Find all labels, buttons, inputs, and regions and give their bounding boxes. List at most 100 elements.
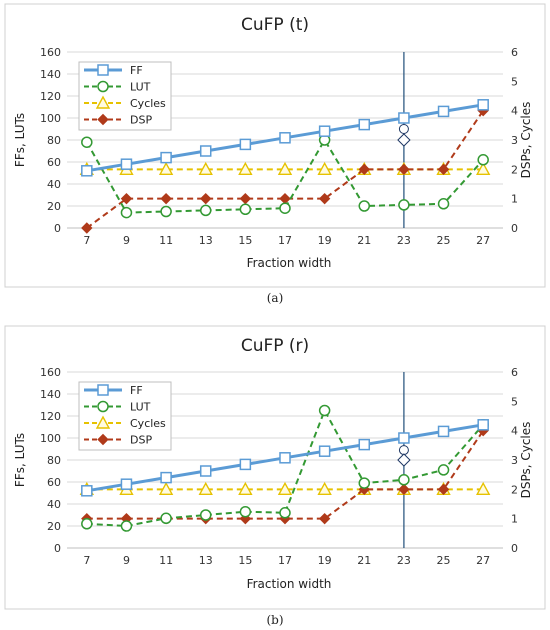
panel-sublabel: (a) bbox=[267, 291, 284, 305]
y-left-tick-label: 140 bbox=[40, 388, 61, 401]
data-point-dsp bbox=[160, 192, 172, 205]
data-point-cycles bbox=[317, 481, 332, 496]
series-lut bbox=[81, 404, 489, 532]
data-point-ff bbox=[279, 452, 291, 464]
y-left-tick-label: 140 bbox=[40, 68, 61, 81]
data-point-lut bbox=[398, 199, 410, 211]
series-line-dsp bbox=[86, 110, 485, 229]
legend-item-ff: FF bbox=[84, 64, 143, 77]
legend-swatch-marker bbox=[97, 433, 109, 446]
legend-swatch-marker bbox=[97, 80, 109, 93]
data-point-ff bbox=[81, 485, 93, 497]
data-point-cycles bbox=[317, 161, 332, 176]
series-layer bbox=[79, 99, 491, 234]
x-tick-label: 25 bbox=[437, 234, 451, 247]
y-left-tick-label: 0 bbox=[54, 222, 61, 235]
y-right-tick-label: 4 bbox=[511, 105, 518, 118]
data-point-cycles bbox=[198, 481, 213, 496]
x-tick-label: 9 bbox=[123, 554, 130, 567]
data-point-ff bbox=[199, 465, 212, 477]
annotation-marker bbox=[398, 445, 409, 456]
annotation-marker bbox=[397, 133, 411, 147]
data-point-cycles bbox=[238, 481, 253, 496]
data-point-ff bbox=[477, 419, 489, 431]
legend-label: Cycles bbox=[130, 97, 166, 110]
series-dsp bbox=[81, 104, 489, 234]
data-point-dsp bbox=[318, 192, 331, 205]
x-tick-label: 11 bbox=[159, 554, 173, 567]
x-tick-label: 19 bbox=[318, 234, 332, 247]
chart-frame bbox=[4, 3, 546, 288]
x-tick-label: 9 bbox=[123, 234, 130, 247]
y-right-tick-label: 4 bbox=[511, 425, 518, 438]
data-point-lut bbox=[239, 203, 252, 216]
data-point-dsp bbox=[120, 192, 133, 205]
y-right-tick-label: 0 bbox=[511, 222, 518, 235]
data-point-ff bbox=[318, 445, 331, 457]
y-right-tick-label: 6 bbox=[511, 46, 518, 59]
data-point-lut bbox=[398, 474, 410, 486]
x-tick-label: 15 bbox=[238, 234, 252, 247]
data-point-cycles bbox=[238, 161, 253, 176]
legend-label: FF bbox=[130, 64, 143, 77]
data-point-cycles bbox=[277, 161, 293, 176]
y-axis-left-label: FFs, LUTs bbox=[13, 433, 27, 487]
gridlines bbox=[67, 51, 503, 229]
data-point-ff bbox=[120, 478, 133, 490]
y-axis-right-label: DSPs, Cycles bbox=[519, 422, 533, 499]
legend-item-cycles: Cycles bbox=[84, 415, 166, 430]
legend-label: FF bbox=[130, 384, 143, 397]
data-point-ff bbox=[199, 145, 212, 157]
data-point-lut bbox=[437, 464, 450, 476]
y-left-tick-label: 100 bbox=[40, 432, 61, 445]
data-point-lut bbox=[239, 505, 252, 518]
data-point-ff bbox=[160, 471, 172, 484]
data-point-ff bbox=[239, 458, 252, 471]
x-tick-label: 21 bbox=[357, 554, 371, 567]
y-left-tick-label: 160 bbox=[40, 46, 61, 59]
chart-title: CuFP (r) bbox=[241, 336, 309, 356]
data-point-ff bbox=[81, 165, 93, 177]
data-point-lut bbox=[358, 200, 371, 212]
y-axis-right-label: DSPs, Cycles bbox=[519, 102, 533, 179]
data-point-dsp bbox=[200, 192, 212, 205]
y-right-tick-label: 5 bbox=[511, 395, 518, 408]
series-lut bbox=[81, 134, 489, 219]
data-point-lut bbox=[279, 507, 291, 519]
data-point-lut bbox=[160, 512, 172, 525]
y-left-tick-label: 120 bbox=[40, 90, 61, 103]
annotation-marker bbox=[397, 453, 411, 467]
data-point-ff bbox=[437, 105, 450, 118]
y-left-tick-label: 60 bbox=[47, 476, 61, 489]
x-tick-label: 27 bbox=[476, 554, 490, 567]
data-point-dsp bbox=[437, 163, 450, 176]
y-left-tick-label: 100 bbox=[40, 112, 61, 125]
legend-item-lut: LUT bbox=[84, 81, 151, 94]
legend-item-dsp: DSP bbox=[84, 434, 152, 447]
legend: FF LUT Cycles DSP bbox=[78, 61, 172, 131]
series-ff bbox=[81, 99, 489, 177]
legend-swatch-marker bbox=[95, 415, 111, 429]
x-tick-label: 15 bbox=[238, 554, 252, 567]
series-line-lut bbox=[86, 408, 484, 528]
data-point-ff bbox=[239, 138, 252, 151]
x-tick-label: 7 bbox=[83, 554, 90, 567]
x-tick-label: 19 bbox=[318, 554, 332, 567]
legend-label: LUT bbox=[130, 401, 151, 414]
y-right-tick-label: 5 bbox=[511, 75, 518, 88]
data-point-ff bbox=[358, 438, 371, 451]
y-right-tick-label: 2 bbox=[511, 163, 518, 176]
y-right-tick-label: 3 bbox=[511, 454, 518, 467]
legend-swatch-marker bbox=[97, 64, 109, 76]
y-left-tick-label: 60 bbox=[47, 156, 61, 169]
y-right-tick-label: 1 bbox=[511, 193, 518, 206]
data-point-lut bbox=[199, 204, 212, 217]
data-point-ff bbox=[437, 425, 450, 438]
y-left-tick-label: 80 bbox=[47, 454, 61, 467]
data-point-lut bbox=[120, 520, 133, 532]
